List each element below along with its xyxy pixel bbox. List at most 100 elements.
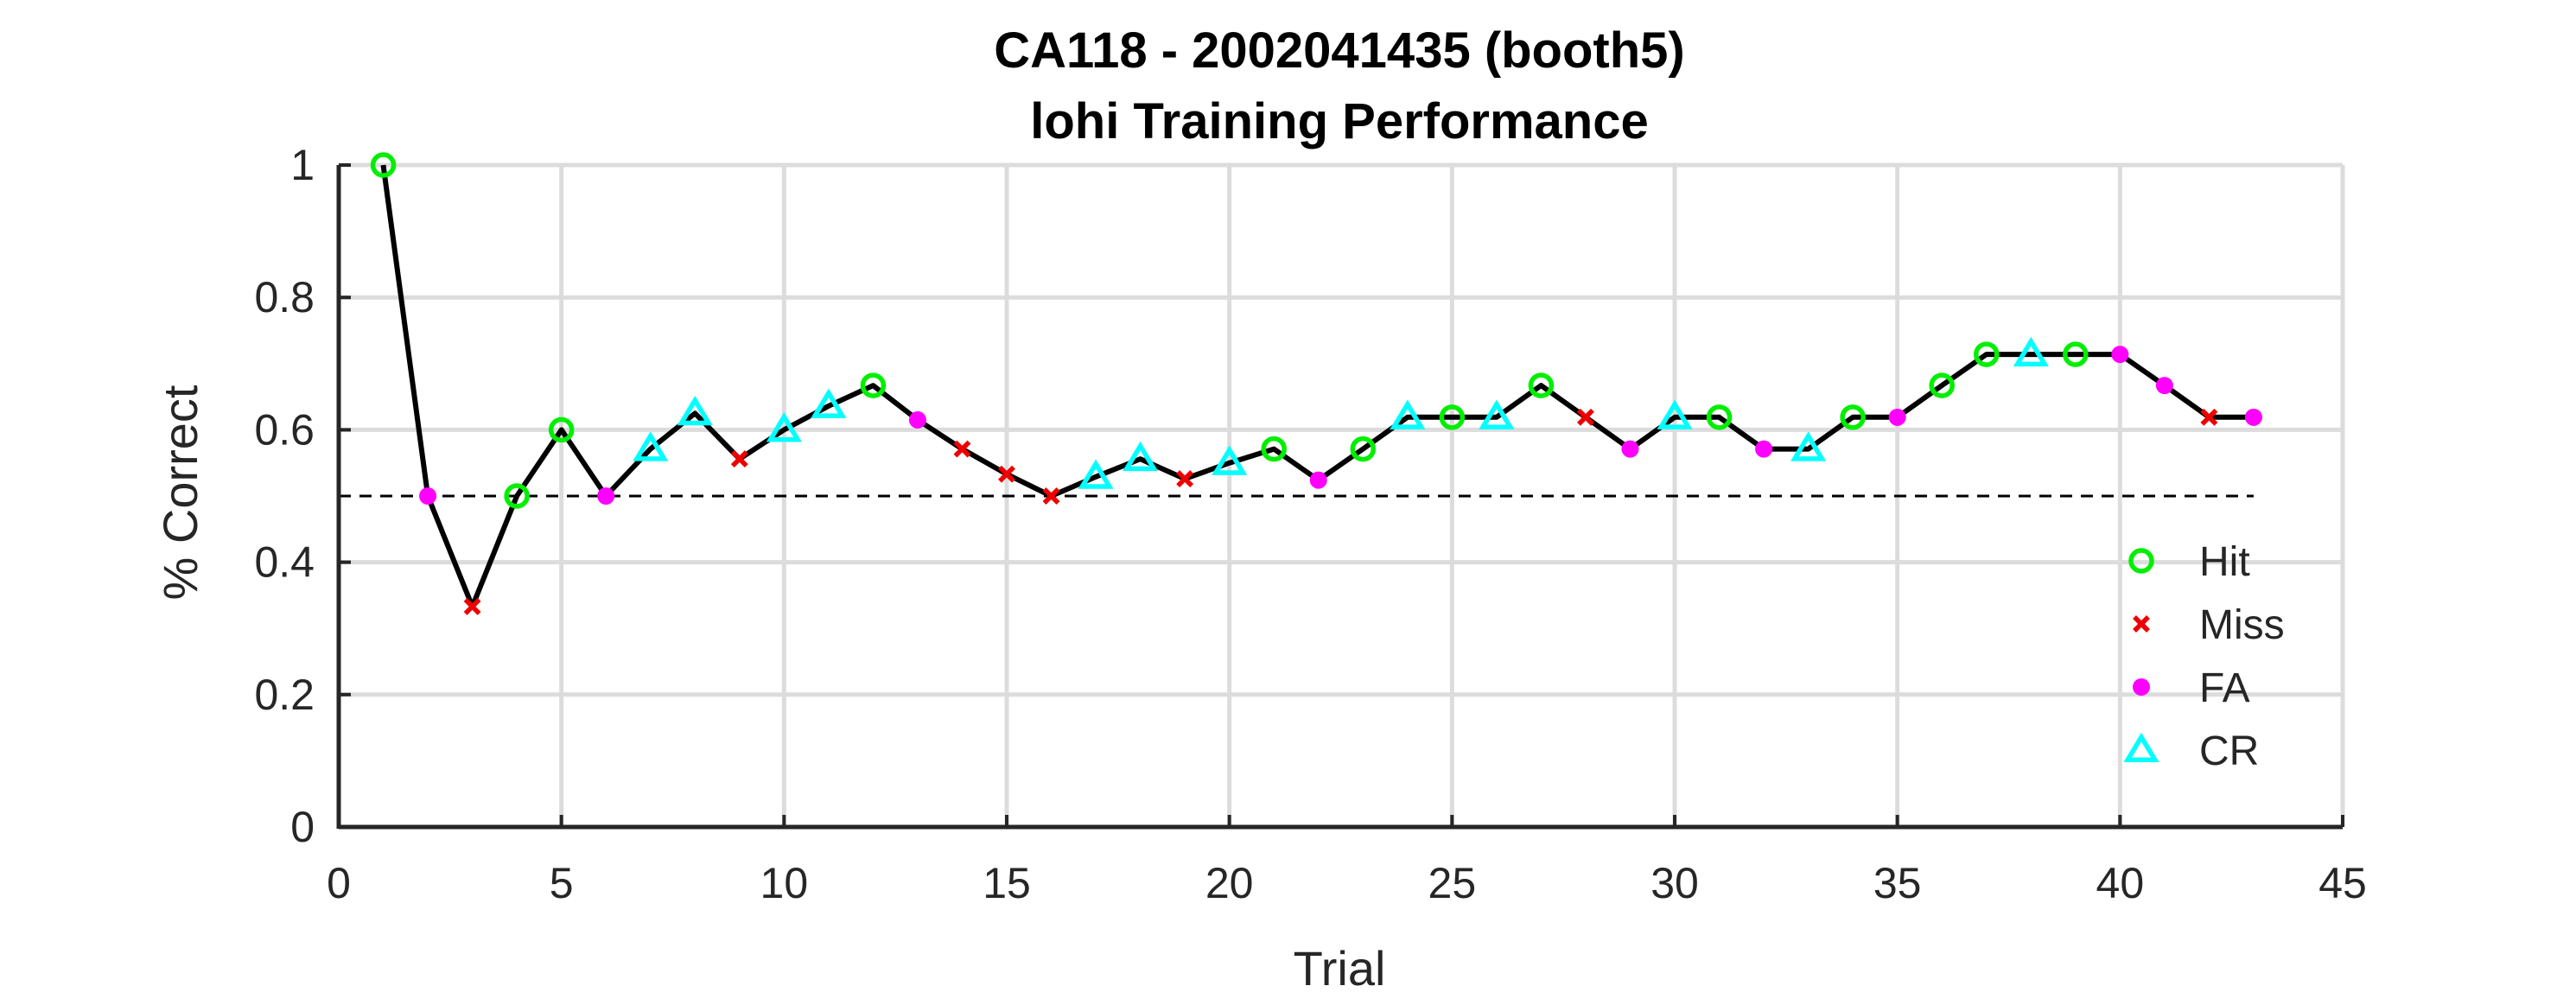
hit-circle	[2063, 341, 2089, 367]
trial-marker-miss	[1042, 487, 1060, 505]
hit-circle	[370, 152, 397, 178]
fa-dot	[2133, 678, 2150, 696]
trial-marker-cr	[1657, 399, 1693, 429]
fa-dot	[1755, 440, 1773, 458]
trial-marker-fa	[1621, 440, 1639, 458]
trial-marker-cr	[1122, 441, 1159, 472]
x-tick-label: 40	[2096, 859, 2145, 907]
trial-marker-cr	[1390, 399, 1426, 429]
trial-marker-hit	[2063, 341, 2089, 367]
trial-marker-cr	[1212, 445, 1248, 475]
trial-marker-hit	[1261, 436, 1287, 462]
hit-circle	[1973, 341, 2000, 367]
trial-marker-hit	[1973, 341, 2000, 367]
y-tick-label: 0.4	[254, 538, 315, 587]
trial-marker-fa	[2155, 377, 2173, 395]
trial-marker-hit	[1929, 372, 1955, 398]
legend-marker-hit	[2128, 548, 2154, 574]
fa-dot	[1309, 471, 1327, 489]
legend-label-miss: Miss	[2199, 602, 2285, 648]
miss-cross	[998, 465, 1015, 483]
hit-circle	[1528, 372, 1555, 398]
trial-marker-hit	[504, 483, 530, 509]
chart-title-line-2: lohi Training Performance	[1030, 93, 1648, 149]
trial-marker-cr	[1479, 399, 1515, 429]
cr-triangle	[677, 395, 713, 426]
miss-cross	[730, 450, 748, 468]
trial-marker-miss	[998, 465, 1015, 483]
trial-marker-fa	[2111, 346, 2129, 364]
trial-marker-miss	[953, 440, 971, 458]
trial-marker-cr	[1790, 431, 1827, 461]
y-axis-label: % Correct	[153, 385, 207, 600]
legend-marker-fa	[2133, 678, 2150, 696]
trial-marker-miss	[1576, 408, 1594, 426]
trial-marker-miss	[730, 450, 748, 468]
trial-marker-cr	[677, 395, 713, 426]
x-axis-label: Trial	[1294, 941, 1386, 995]
legend-label-hit: Hit	[2199, 539, 2250, 585]
trial-marker-hit	[1439, 404, 1466, 430]
trial-marker-fa	[597, 487, 615, 505]
hit-circle	[1439, 404, 1466, 430]
cr-triangle	[1790, 431, 1827, 461]
miss-cross	[1176, 470, 1194, 488]
trial-marker-fa	[2244, 408, 2262, 426]
legend-marker-cr	[2123, 732, 2159, 762]
legend-label-cr: CR	[2199, 728, 2259, 774]
x-tick-label: 35	[1873, 859, 1922, 907]
chart-title-line-1: CA118 - 2002041435 (booth5)	[994, 22, 1684, 79]
legend-label-fa: FA	[2199, 665, 2250, 711]
trial-marker-hit	[548, 417, 575, 443]
fa-dot	[2155, 377, 2173, 395]
cr-triangle	[811, 388, 847, 418]
y-tick-label: 0.8	[254, 273, 315, 321]
hit-circle	[860, 372, 887, 398]
trial-marker-miss	[1176, 470, 1194, 488]
y-tick-label: 1	[290, 141, 315, 189]
y-tick-label: 0	[290, 803, 315, 851]
hit-circle	[1261, 436, 1287, 462]
legend-entry-hit: Hit	[2128, 539, 2250, 585]
legend: Hit Miss FA CR	[2123, 539, 2285, 774]
cr-triangle	[633, 431, 669, 461]
trial-marker-hit	[370, 152, 397, 178]
cr-triangle	[1122, 441, 1159, 472]
x-tick-label: 0	[327, 859, 351, 907]
cr-triangle	[2013, 336, 2049, 367]
fa-dot	[419, 487, 437, 505]
cr-triangle	[1657, 399, 1693, 429]
legend-entry-fa: FA	[2133, 665, 2250, 711]
trial-marker-fa	[1755, 440, 1773, 458]
miss-cross	[1576, 408, 1594, 426]
trial-marker-fa	[908, 410, 926, 429]
trial-marker-fa	[419, 487, 437, 505]
x-tick-label: 5	[550, 859, 574, 907]
x-tick-label: 45	[2318, 859, 2367, 907]
trial-marker-hit	[860, 372, 887, 398]
miss-cross	[1042, 487, 1060, 505]
y-tick-label: 0.2	[254, 671, 315, 719]
fa-dot	[2111, 346, 2129, 364]
trial-marker-cr	[811, 388, 847, 418]
x-tick-label: 25	[1428, 859, 1477, 907]
hit-circle	[1840, 404, 1866, 430]
cr-triangle	[2123, 732, 2159, 762]
x-tick-label: 10	[760, 859, 809, 907]
trial-markers	[370, 152, 2262, 615]
cr-triangle	[1390, 399, 1426, 429]
miss-cross	[953, 440, 971, 458]
trial-marker-cr	[633, 431, 669, 461]
trial-marker-hit	[1528, 372, 1555, 398]
hit-circle	[548, 417, 575, 443]
trial-marker-hit	[1840, 404, 1866, 430]
legend-entry-miss: Miss	[2133, 602, 2285, 648]
x-tick-label: 20	[1205, 859, 1254, 907]
fa-dot	[2244, 408, 2262, 426]
trial-marker-fa	[1309, 471, 1327, 489]
trial-marker-hit	[1350, 436, 1377, 462]
trial-marker-miss	[2200, 408, 2218, 426]
legend-marker-miss	[2133, 615, 2150, 633]
